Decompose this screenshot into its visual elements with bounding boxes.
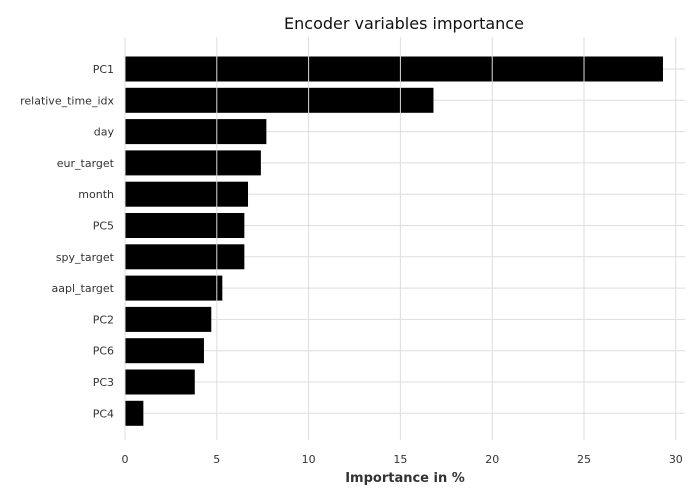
bar-PC6 bbox=[125, 338, 204, 364]
bar-relative_time_idx bbox=[125, 87, 434, 113]
y-tick-label: spy_target bbox=[56, 251, 115, 264]
y-tick-label: aapl_target bbox=[52, 282, 115, 295]
bar-PC3 bbox=[125, 369, 195, 395]
y-tick-label: PC5 bbox=[93, 220, 114, 233]
y-tick-label: PC4 bbox=[93, 407, 114, 420]
x-tick-label: 15 bbox=[393, 453, 407, 466]
bar-PC1 bbox=[125, 56, 663, 82]
y-tick-label: PC2 bbox=[93, 313, 114, 326]
x-tick-label: 25 bbox=[577, 453, 591, 466]
bar-PC4 bbox=[125, 400, 144, 426]
bar-eur_target bbox=[125, 150, 261, 176]
y-tick-label: PC3 bbox=[93, 376, 114, 389]
y-tick-label: PC1 bbox=[93, 63, 114, 76]
x-tick-label: 5 bbox=[213, 453, 220, 466]
x-tick-label: 10 bbox=[302, 453, 316, 466]
bar-PC5 bbox=[125, 213, 245, 238]
x-tick-label: 20 bbox=[485, 453, 499, 466]
y-tick-label: PC6 bbox=[93, 345, 114, 358]
bar-PC2 bbox=[125, 306, 212, 332]
x-tick-label: 0 bbox=[122, 453, 129, 466]
y-tick-label: eur_target bbox=[57, 157, 115, 170]
x-tick-labels: 0 5 10 15 20 25 30 bbox=[122, 453, 683, 466]
bar-day bbox=[125, 119, 267, 145]
bar-layer bbox=[125, 56, 663, 426]
bar-spy_target bbox=[125, 244, 245, 270]
x-axis-label: Importance in % bbox=[345, 471, 465, 486]
x-tick-label: 30 bbox=[669, 453, 683, 466]
y-tick-label: day bbox=[94, 126, 115, 139]
bar-month bbox=[125, 181, 249, 207]
y-tick-label: month bbox=[78, 188, 114, 201]
bar-aapl_target bbox=[125, 275, 223, 301]
chart-title: Encoder variables importance bbox=[284, 14, 524, 33]
y-tick-label: relative_time_idx bbox=[20, 94, 114, 107]
